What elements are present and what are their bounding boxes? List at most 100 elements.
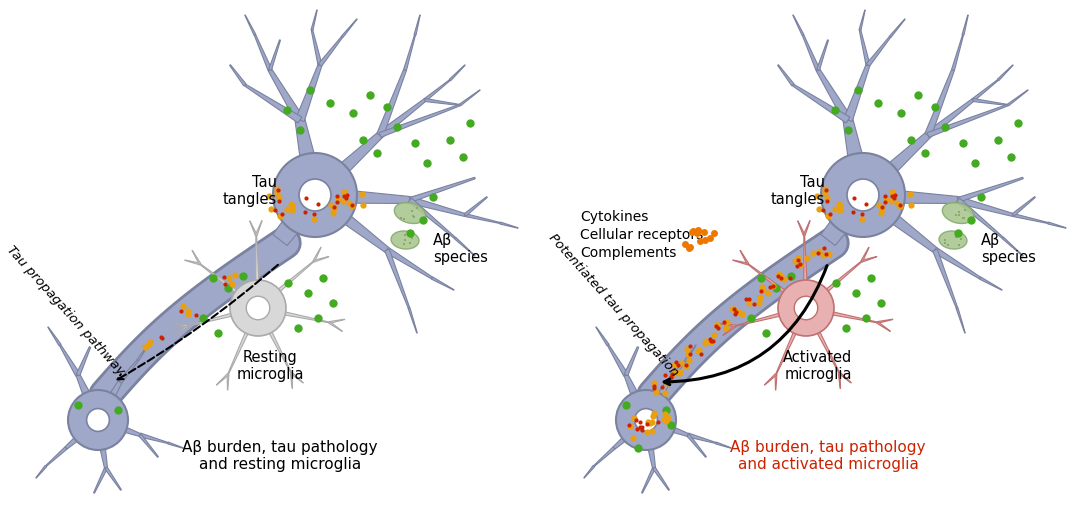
Polygon shape (778, 65, 794, 86)
Polygon shape (227, 375, 229, 390)
Polygon shape (642, 467, 656, 493)
Polygon shape (228, 325, 252, 375)
Polygon shape (167, 442, 184, 448)
Polygon shape (666, 359, 687, 383)
Polygon shape (77, 347, 91, 376)
Polygon shape (732, 260, 748, 265)
Polygon shape (951, 35, 963, 70)
Polygon shape (175, 325, 188, 336)
Circle shape (273, 153, 357, 237)
Polygon shape (723, 325, 735, 336)
Text: Aβ
species: Aβ species (433, 233, 488, 265)
Polygon shape (1012, 197, 1036, 216)
Circle shape (778, 280, 834, 336)
Text: Potentiated tau propagation: Potentiated tau propagation (545, 231, 680, 379)
Polygon shape (735, 311, 787, 326)
Polygon shape (459, 90, 481, 106)
Polygon shape (424, 80, 450, 101)
Polygon shape (859, 10, 865, 30)
Polygon shape (957, 197, 1013, 217)
Polygon shape (775, 325, 799, 375)
Polygon shape (716, 442, 731, 448)
Polygon shape (877, 322, 890, 332)
Polygon shape (119, 359, 138, 383)
Polygon shape (607, 344, 629, 376)
Polygon shape (291, 372, 303, 383)
Circle shape (246, 296, 270, 320)
Polygon shape (94, 419, 108, 468)
Circle shape (86, 409, 109, 431)
Polygon shape (187, 311, 240, 326)
Polygon shape (216, 373, 229, 385)
Polygon shape (255, 221, 262, 236)
Polygon shape (424, 98, 460, 106)
Polygon shape (860, 30, 870, 65)
Polygon shape (200, 264, 243, 297)
Polygon shape (933, 249, 958, 308)
Polygon shape (624, 347, 638, 376)
Polygon shape (254, 35, 272, 71)
Polygon shape (972, 80, 998, 101)
Polygon shape (192, 250, 201, 265)
Polygon shape (926, 99, 974, 138)
Text: Aβ burden, tau pathology
and resting microglia: Aβ burden, tau pathology and resting mic… (183, 440, 378, 472)
Circle shape (635, 409, 658, 431)
Polygon shape (328, 322, 342, 332)
Polygon shape (319, 37, 342, 66)
Polygon shape (596, 327, 609, 346)
Polygon shape (594, 447, 615, 466)
Polygon shape (821, 188, 872, 246)
Polygon shape (793, 15, 804, 35)
Polygon shape (139, 433, 168, 443)
Polygon shape (96, 415, 140, 436)
Polygon shape (378, 99, 426, 138)
Ellipse shape (391, 231, 419, 249)
Polygon shape (45, 447, 67, 466)
Ellipse shape (394, 203, 426, 223)
Polygon shape (866, 37, 891, 66)
Polygon shape (859, 190, 936, 252)
Polygon shape (48, 327, 62, 346)
Polygon shape (266, 325, 292, 373)
Polygon shape (687, 434, 706, 457)
Circle shape (616, 390, 676, 450)
Polygon shape (747, 264, 792, 297)
Circle shape (230, 280, 286, 336)
Polygon shape (386, 248, 432, 279)
Polygon shape (877, 319, 893, 323)
Polygon shape (980, 277, 1002, 290)
Polygon shape (449, 65, 465, 81)
Polygon shape (464, 197, 487, 216)
Polygon shape (94, 381, 122, 423)
Polygon shape (310, 133, 382, 201)
Polygon shape (997, 65, 1013, 81)
Polygon shape (798, 221, 805, 236)
Polygon shape (862, 256, 877, 262)
Polygon shape (843, 64, 869, 122)
Polygon shape (933, 248, 981, 279)
Polygon shape (816, 40, 828, 70)
Polygon shape (624, 374, 651, 423)
Polygon shape (720, 323, 735, 327)
Polygon shape (409, 197, 465, 217)
Polygon shape (269, 40, 281, 70)
Polygon shape (858, 133, 930, 201)
Polygon shape (313, 256, 328, 262)
Polygon shape (139, 434, 159, 457)
Text: Cytokines
Cellular receptors
Complements: Cytokines Cellular receptors Complements (580, 210, 703, 261)
Polygon shape (384, 249, 409, 308)
Circle shape (299, 179, 330, 211)
Polygon shape (273, 188, 324, 246)
Text: Tau propagation pathway: Tau propagation pathway (3, 243, 126, 377)
Circle shape (68, 390, 129, 450)
Ellipse shape (939, 231, 967, 249)
Polygon shape (77, 374, 104, 423)
Polygon shape (804, 221, 810, 236)
Polygon shape (455, 237, 475, 256)
Polygon shape (642, 381, 670, 423)
Polygon shape (838, 372, 851, 383)
Polygon shape (379, 104, 460, 137)
Polygon shape (813, 325, 839, 373)
Polygon shape (500, 222, 518, 228)
Polygon shape (1013, 213, 1048, 223)
